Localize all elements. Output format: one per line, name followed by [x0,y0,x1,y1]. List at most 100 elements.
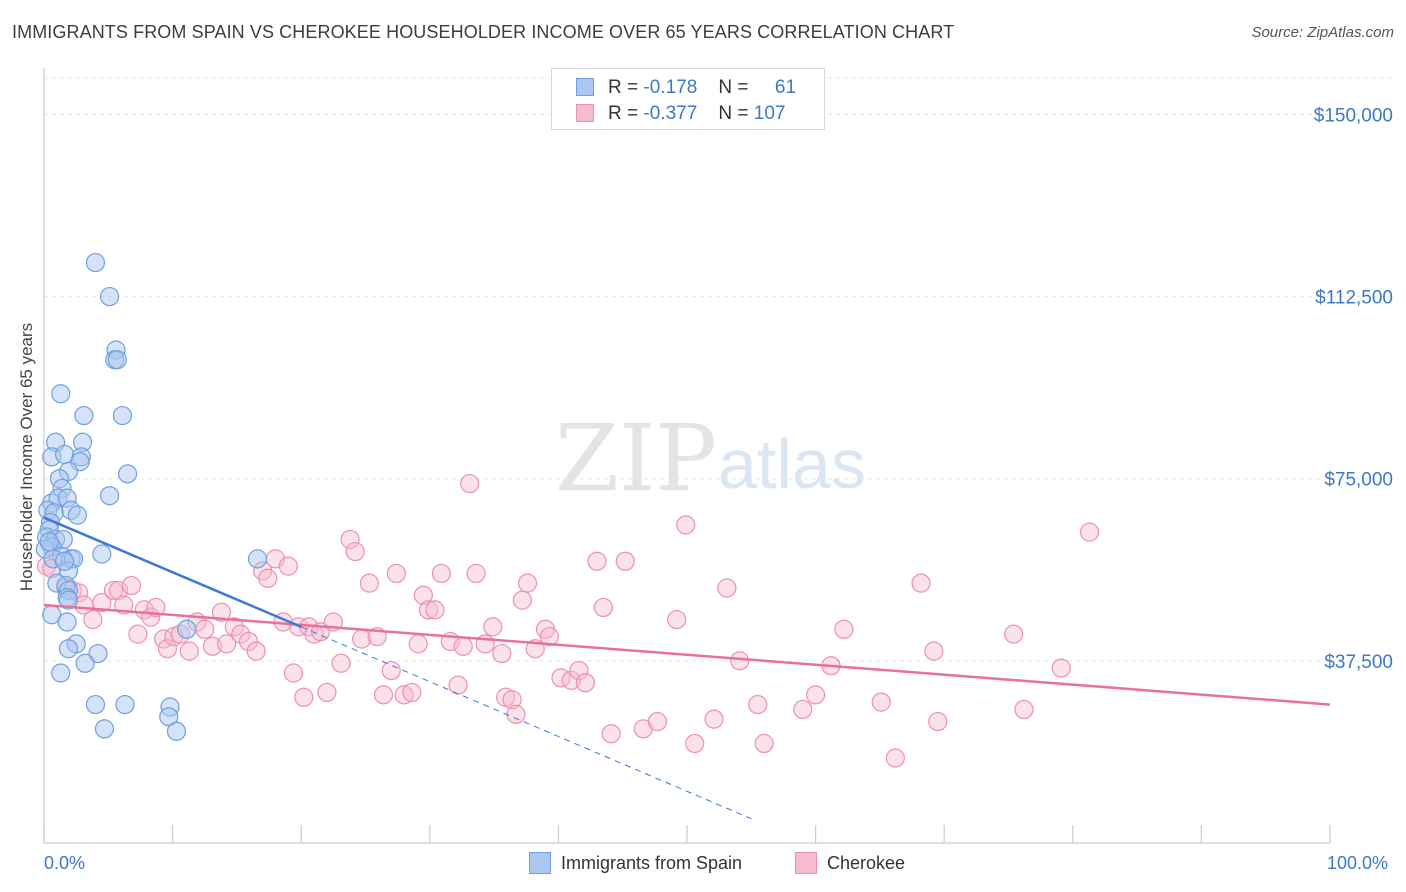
spain-point [67,505,88,525]
spain-point [58,590,79,610]
cherokee-point [238,631,259,652]
cherokee-point [408,634,428,654]
cherokee-point [483,617,503,637]
legend-r-label: R = [608,77,639,98]
cherokee-point [561,670,581,690]
legend-n-label: N = [718,103,749,124]
watermark-zip: ZIP [555,405,717,512]
spain-point [117,464,138,484]
cherokee-trend-line [43,603,1331,706]
legend-swatch-cherokee [576,104,594,122]
cherokee-point [157,639,178,659]
spain-point [57,612,77,632]
cherokee-point [466,563,486,584]
cherokee-point [83,609,103,630]
cherokee-point [103,580,124,601]
cherokee-point [569,660,589,681]
cherokee-point [506,704,526,724]
cherokee-point [685,733,705,754]
cherokee-point [146,597,166,618]
cherokee-point [575,673,596,693]
legend-r-label: R = [608,103,639,124]
cherokee-point [283,663,304,683]
bottom-legend-label-spain: Immigrants from Spain [561,853,743,873]
cherokee-point [246,641,266,661]
cherokee-point [871,692,891,712]
gridlines [44,77,1395,662]
cherokee-point [667,609,687,630]
legend-row-cherokee: R = -0.377 N = 107 [576,103,785,125]
spain-point [107,350,127,370]
cherokee-point [394,685,414,705]
cherokee-point [231,624,251,644]
spain-point [112,405,133,426]
bottom-legend-swatch-spain [529,852,551,874]
spain-point [74,405,94,426]
cherokee-point [195,619,215,639]
cherokee-point [381,660,401,681]
x-tick-label-min: 0.0% [44,853,86,873]
cherokee-point [92,592,112,613]
spain-point [99,486,120,506]
cherokee-point [453,636,473,656]
cherokee-point [647,711,668,732]
cherokee-point [512,590,532,610]
cherokee-point [1004,624,1024,644]
cherokee-point [793,699,813,720]
cherokee-point [885,748,905,768]
watermark: ZIP atlas [555,405,866,512]
cherokee-point [202,636,223,656]
cherokee-points [36,473,1100,768]
legend-row-spain: R = -0.178 N = 61 [576,77,796,99]
spain-point [94,719,115,739]
spain-point [58,639,79,659]
cherokee-point [1051,658,1071,678]
cherokee-point [317,682,337,703]
cherokee-point [114,595,134,615]
correlation-legend: R = -0.178 N = 61 R = -0.377 N = 107 [551,68,825,130]
watermark-atlas: atlas [718,425,866,503]
cherokee-point [754,733,774,754]
cherokee-point [615,551,635,571]
legend-r-value-cherokee: -0.377 [643,103,698,124]
cherokee-point [294,687,314,707]
cherokee-point [386,563,406,584]
cherokee-point [593,597,614,618]
x-tick-label-max: 100.0% [1327,853,1389,873]
cherokee-point [121,575,142,596]
legend-n-label: N = [718,77,749,98]
cherokee-point [359,573,379,593]
cherokee-point [460,473,480,494]
spain-trend-extension [301,626,752,820]
spain-point [85,252,106,273]
cherokee-point [1079,522,1100,542]
spain-point [39,532,59,552]
y-tick-label: $150,000 [1314,105,1393,126]
bottom-legend-label-cherokee: Cherokee [827,853,906,873]
spain-point [247,549,268,569]
cherokee-point [211,602,232,622]
spain-point [85,694,106,715]
cherokee-point [413,585,433,605]
cherokee-point [278,556,298,576]
spain-point [92,544,112,564]
spain-point [75,653,95,673]
cherokee-point [601,724,621,744]
cherokee-point [258,568,278,588]
cherokee-point [340,529,360,550]
cherokee-point [517,573,538,593]
cherokee-point [402,682,422,703]
cherokee-point [448,675,468,695]
cherokee-point [418,600,439,620]
cherokee-point [748,694,768,715]
cherokee-point [928,711,948,732]
spain-point [166,721,187,741]
cherokee-point [805,685,826,705]
trend-lines [43,516,1331,820]
spain-point [54,551,75,571]
axes [43,68,1331,844]
y-tick-label: $112,500 [1315,288,1393,309]
cherokee-point [717,578,737,598]
cherokee-point [730,651,750,671]
